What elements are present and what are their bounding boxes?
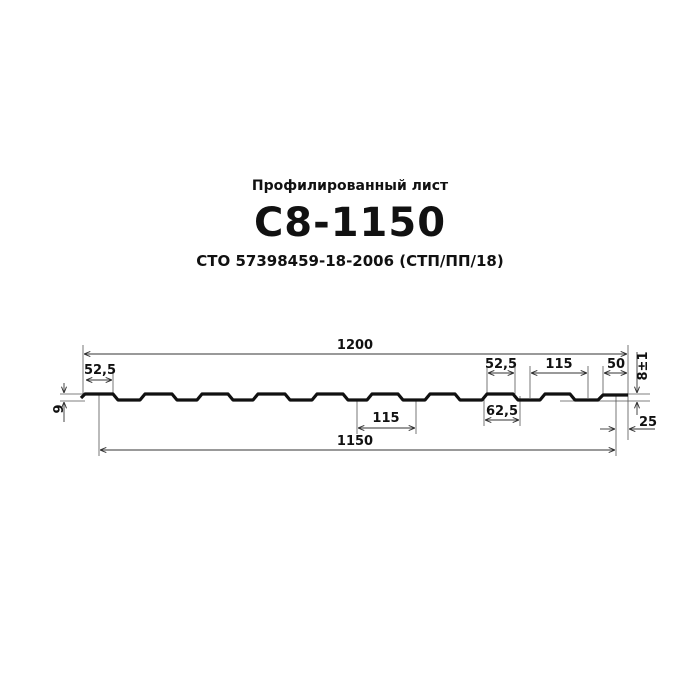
label-52-5-left: 52,5	[84, 363, 116, 378]
label-1150: 1150	[337, 434, 373, 449]
label-115-right: 115	[545, 357, 572, 372]
sheet-profile	[79, 392, 628, 402]
label-1200: 1200	[337, 338, 373, 353]
profile-title: С8-1150	[253, 200, 447, 246]
label-50: 50	[607, 357, 625, 372]
profile-subtitle: Профилированный лист	[251, 178, 449, 194]
dimension-lines	[64, 352, 655, 450]
label-6: 6	[49, 404, 64, 413]
label-115-bottom: 115	[372, 411, 399, 426]
standard-reference: СТО 57398459-18-2006 (СТП/ПП/18)	[196, 252, 504, 270]
label-25: 25	[639, 415, 657, 430]
label-52-5-right: 52,5	[485, 357, 517, 372]
label-8-1: 8±1	[636, 352, 651, 381]
label-62-5: 62,5	[486, 404, 518, 419]
